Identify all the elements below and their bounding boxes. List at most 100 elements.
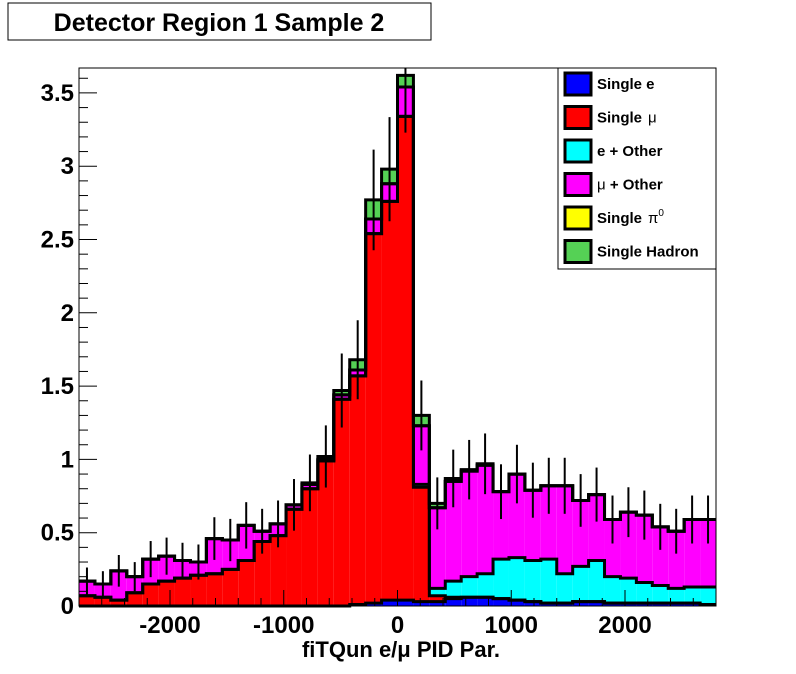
bar-series-0-bin-26	[493, 598, 509, 606]
y-tick-label-4: 2	[61, 300, 74, 327]
bar-series-0-bin-21	[413, 601, 430, 606]
bar-series-2-bin-34	[620, 578, 637, 604]
legend-label-4: Single π0	[597, 208, 664, 227]
bar-series-2-bin-33	[604, 576, 621, 604]
bar-series-1-bin-14	[301, 488, 318, 606]
bar-series-3-bin-27	[508, 474, 525, 558]
bar-series-3-bin-32	[588, 494, 605, 561]
legend-entry-1: Single μ	[563, 105, 657, 130]
bar-series-1-bin-16	[333, 399, 350, 606]
errorbar-layer	[85, 68, 710, 597]
bar-series-3-bin-31	[572, 500, 589, 567]
bar-series-0-bin-22	[429, 601, 446, 606]
bar-series-2-bin-38	[684, 586, 701, 604]
bar-series-1-bin-0	[79, 595, 95, 606]
x-axis: -2000 -1000 0 1000 2000	[78, 590, 717, 639]
bar-series-1-bin-17	[349, 375, 366, 605]
bar-series-1-bin-18	[365, 233, 382, 604]
bar-series-0-bin-23	[445, 598, 462, 606]
bar-series-2-bin-25	[477, 573, 494, 598]
bar-series-0-bin-25	[477, 597, 494, 606]
bar-series-0-bin-28	[524, 601, 541, 606]
y-tick-label-0: 0	[61, 593, 74, 620]
legend-label-0: Single e	[597, 76, 655, 93]
bar-series-3-bin-25	[477, 465, 494, 574]
series-3	[79, 87, 716, 601]
bar-series-3-bin-23	[445, 481, 462, 582]
bar-series-0-bin-31	[572, 601, 589, 606]
bar-series-1-bin-9	[222, 569, 239, 606]
bar-series-0-bin-20	[397, 600, 414, 606]
outline-series-2	[79, 114, 716, 602]
bar-series-0-bin-32	[588, 601, 605, 606]
bar-series-2-bin-30	[556, 573, 573, 604]
bar-series-2-bin-23	[445, 581, 462, 598]
bar-series-3-bin-36	[652, 526, 669, 586]
legend-entry-0: Single e	[563, 71, 655, 97]
bar-series-2-bin-37	[668, 588, 685, 604]
bar-series-3-bin-38	[684, 519, 701, 587]
legend-swatch-3	[563, 172, 593, 197]
x-tick-label-0: -2000	[139, 612, 200, 639]
bar-series-1-bin-12	[270, 535, 287, 606]
legend-entry-4: Single π0	[563, 205, 664, 231]
bar-series-1-bin-5	[158, 581, 175, 606]
chart-title-box: Detector Region 1 Sample 2	[7, 2, 432, 41]
bar-series-2-bin-36	[652, 585, 669, 604]
bar-series-0-bin-27	[508, 600, 525, 606]
bar-series-1-bin-10	[238, 560, 255, 606]
bar-series-1-bin-4	[142, 584, 159, 606]
bar-series-1-bin-8	[206, 573, 223, 606]
bar-series-1-bin-15	[317, 460, 334, 606]
bar-series-2-bin-29	[540, 559, 557, 604]
bar-series-3-bin-24	[461, 471, 478, 577]
bar-series-2-bin-32	[588, 560, 605, 602]
legend-swatch-5	[563, 239, 593, 264]
x-axis-title: fiTQun e/μ PID Par.	[302, 637, 500, 662]
bar-series-1-bin-3	[126, 592, 143, 606]
bar-series-3-bin-35	[636, 515, 653, 583]
bar-series-2-bin-28	[524, 560, 541, 602]
bar-series-2-bin-35	[636, 582, 653, 604]
legend-entry-2: e + Other	[563, 138, 663, 164]
bar-series-1-bin-21	[413, 487, 430, 602]
bar-series-2-bin-27	[508, 557, 525, 601]
y-tick-label-2: 1	[61, 446, 74, 473]
bar-series-3-bin-22	[429, 507, 446, 589]
series-2	[413, 484, 716, 605]
bar-series-3-bin-21	[413, 425, 430, 485]
bar-series-0-bin-19	[381, 600, 398, 606]
x-tick-label-2: 0	[391, 612, 404, 639]
y-axis: 0 0.5 1 1.5 2 2.5 3 3.5	[41, 77, 97, 620]
bar-series-3-bin-37	[668, 531, 685, 589]
bar-series-3-bin-39	[700, 519, 716, 587]
legend-label-2: e + Other	[597, 143, 663, 160]
x-tick-label-3: 1000	[485, 612, 538, 639]
legend-entry-5: Single Hadron	[563, 239, 699, 264]
chart-title: Detector Region 1 Sample 2	[54, 9, 385, 37]
legend-label-5: Single Hadron	[597, 244, 699, 261]
legend: Single e Single μ e + Other μ + Other Single π…	[557, 67, 717, 270]
bar-series-1-bin-22	[429, 595, 446, 602]
bar-series-1-bin-19	[381, 201, 398, 601]
bar-series-1-bin-11	[254, 541, 271, 606]
y-tick-label-1: 0.5	[41, 520, 74, 547]
legend-swatch-2	[563, 138, 593, 164]
legend-entry-3: μ + Other	[563, 172, 663, 197]
y-tick-label-6: 3	[61, 153, 74, 180]
legend-label-1: Single μ	[597, 110, 657, 127]
bar-series-1-bin-13	[286, 509, 302, 606]
bar-series-3-bin-30	[556, 485, 573, 574]
x-tick-label-1: -1000	[253, 612, 314, 639]
bar-series-1-bin-7	[190, 575, 207, 606]
bar-series-0-bin-24	[461, 597, 478, 606]
bar-series-3-bin-29	[540, 485, 557, 560]
x-tick-label-4: 2000	[598, 612, 651, 639]
legend-label-3: μ + Other	[597, 177, 663, 194]
bar-series-3-bin-34	[620, 512, 637, 579]
y-tick-label-5: 2.5	[41, 227, 74, 254]
legend-swatch-1	[563, 105, 593, 130]
bar-series-1-bin-1	[94, 597, 111, 606]
bar-series-3-bin-26	[493, 491, 509, 560]
